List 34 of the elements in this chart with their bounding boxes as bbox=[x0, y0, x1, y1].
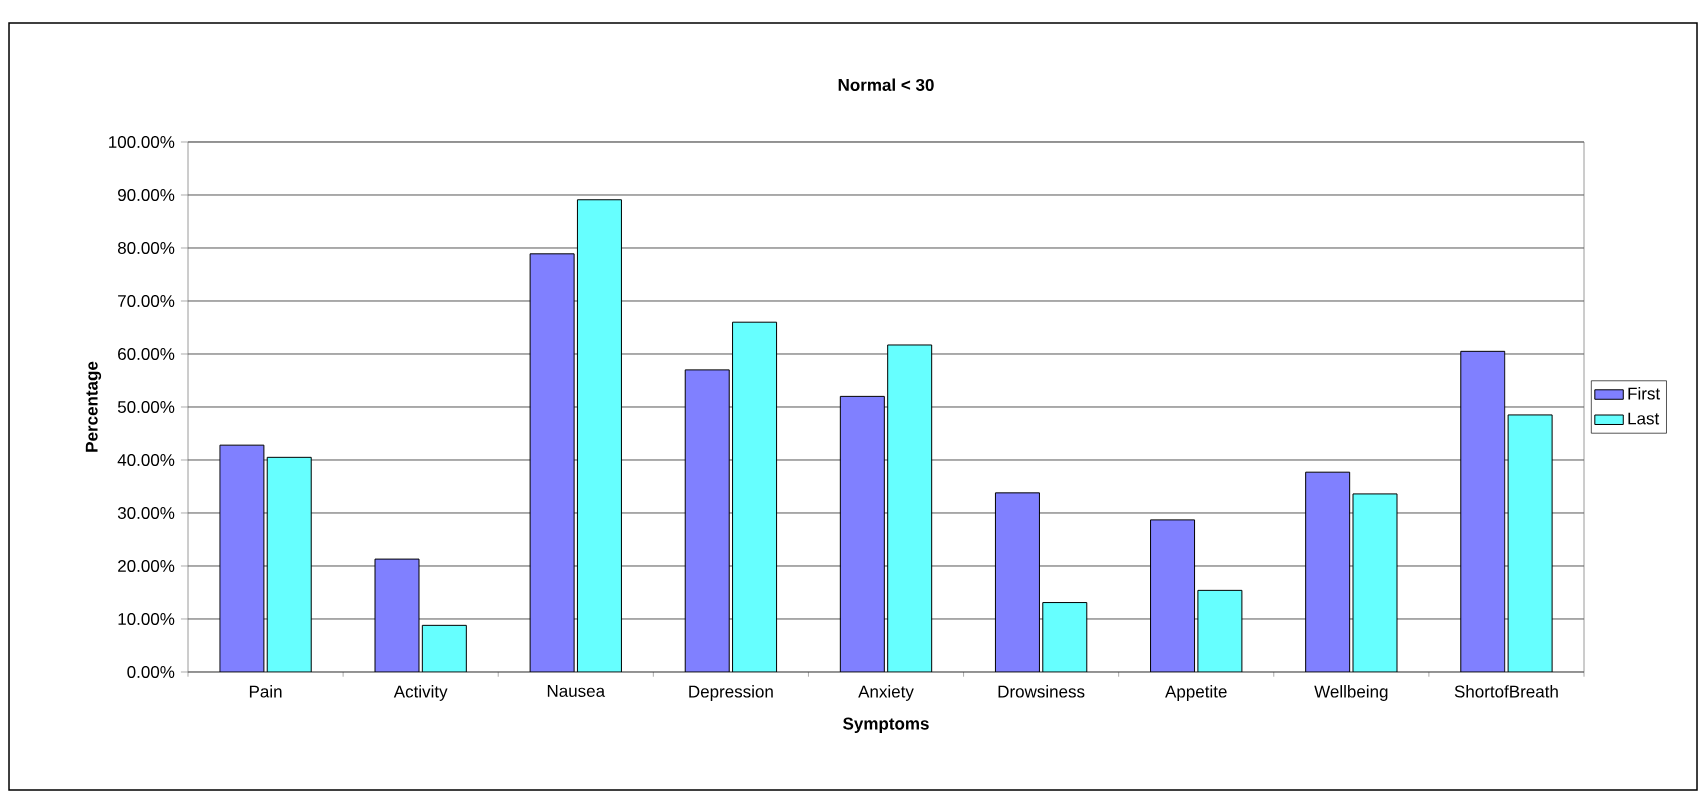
bar bbox=[1197, 589, 1243, 672]
x-tick-label: ShortofBreath bbox=[1454, 685, 1558, 698]
y-tick-label: 20.00% bbox=[118, 559, 175, 572]
bar bbox=[1352, 493, 1398, 672]
x-tick-label: Anxiety bbox=[858, 685, 914, 701]
y-tick-label: 100.00% bbox=[109, 135, 175, 148]
legend-label: First bbox=[1628, 387, 1661, 400]
x-tick-label: Wellbeing bbox=[1314, 685, 1388, 701]
y-tick-label: 30.00% bbox=[117, 506, 175, 519]
x-tick-label: Appetite bbox=[1165, 685, 1227, 701]
y-tick-label: 90.00% bbox=[118, 188, 175, 201]
y-tick-label: 10.00% bbox=[118, 612, 175, 625]
legend-label: Last bbox=[1628, 412, 1660, 425]
y-tick-label: 60.00% bbox=[118, 347, 175, 360]
bar bbox=[421, 624, 467, 672]
y-tick-label: 70.00% bbox=[118, 294, 175, 307]
x-tick-label: Activity bbox=[393, 685, 448, 701]
x-axis-title: Symptoms bbox=[843, 717, 929, 734]
y-tick-label: 0.00% bbox=[127, 665, 175, 678]
y-axis-title: Percentage bbox=[85, 361, 102, 452]
bar bbox=[1507, 414, 1553, 672]
bar bbox=[887, 344, 933, 672]
bar bbox=[266, 456, 312, 672]
bar bbox=[1042, 602, 1088, 672]
y-tick-label: 80.00% bbox=[117, 241, 175, 254]
chart-title: Normal < 30 bbox=[838, 78, 934, 91]
x-tick-label: Nausea bbox=[547, 685, 606, 697]
bar bbox=[576, 199, 622, 672]
x-tick-label: Pain bbox=[249, 685, 282, 698]
x-tick-label: Drowsiness bbox=[998, 685, 1085, 698]
bar bbox=[732, 321, 778, 672]
y-tick-label: 50.00% bbox=[117, 400, 175, 413]
x-tick-label: Depression bbox=[689, 685, 773, 701]
y-tick-label: 40.00% bbox=[117, 453, 175, 466]
